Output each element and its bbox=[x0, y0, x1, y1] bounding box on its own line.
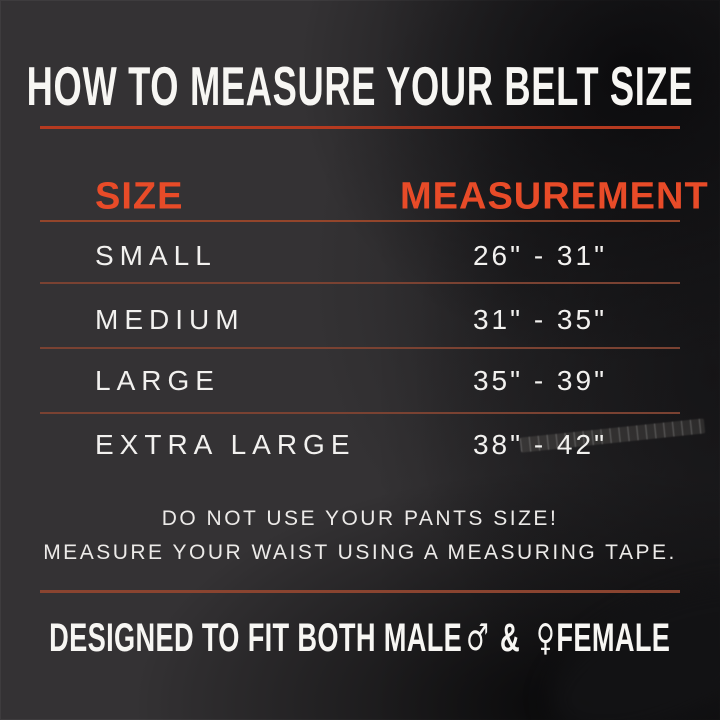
measurement-cell: 35" - 39" bbox=[472, 365, 608, 396]
size-cell: EXTRA LARGE bbox=[95, 429, 356, 460]
table-row-extra-large: EXTRA LARGE 38" - 42" bbox=[40, 425, 680, 465]
page-title-text: HOW TO MEASURE YOUR BELT SIZE bbox=[26, 54, 694, 117]
male-symbol-icon: ♂ bbox=[466, 615, 490, 659]
size-table-header: SIZE MEASUREMENT bbox=[40, 175, 709, 218]
size-cell: MEDIUM bbox=[95, 304, 245, 335]
footer-ampersand: & bbox=[500, 616, 521, 660]
female-symbol-icon: ♀ bbox=[536, 615, 556, 659]
row-divider bbox=[40, 282, 680, 284]
measurement-cell: 38" - 42" bbox=[472, 429, 608, 460]
table-row-small: SMALL 26" - 31" bbox=[40, 236, 680, 276]
measurement-cell: 31" - 35" bbox=[472, 304, 608, 335]
row-divider bbox=[40, 412, 680, 414]
title-divider bbox=[40, 126, 680, 129]
footer-text: DESIGNED TO FIT BOTH MALE ♂ & ♀ FEMALE bbox=[49, 618, 670, 658]
table-row-large: LARGE 35" - 39" bbox=[40, 361, 680, 401]
size-cell: LARGE bbox=[95, 365, 220, 396]
measurement-cell: 26" - 31" bbox=[472, 240, 608, 271]
footer-banner: DESIGNED TO FIT BOTH MALE ♂ & ♀ FEMALE bbox=[0, 612, 720, 664]
table-row-medium: MEDIUM 31" - 35" bbox=[40, 300, 680, 340]
column-header-measurement: MEASUREMENT bbox=[400, 175, 709, 218]
footer-prefix: DESIGNED TO FIT BOTH MALE bbox=[49, 616, 463, 660]
sizing-note: DO NOT USE YOUR PANTS SIZE! MEASURE YOUR… bbox=[0, 502, 720, 570]
footer-divider bbox=[40, 590, 680, 593]
footer-suffix: FEMALE bbox=[556, 616, 671, 660]
note-line-2: MEASURE YOUR WAIST USING A MEASURING TAP… bbox=[43, 541, 677, 564]
header-divider bbox=[40, 220, 680, 222]
size-cell: SMALL bbox=[95, 240, 217, 271]
column-header-size: SIZE bbox=[95, 175, 184, 218]
row-divider bbox=[40, 347, 680, 349]
note-line-1: DO NOT USE YOUR PANTS SIZE! bbox=[161, 507, 559, 530]
page-title: HOW TO MEASURE YOUR BELT SIZE bbox=[0, 58, 720, 114]
